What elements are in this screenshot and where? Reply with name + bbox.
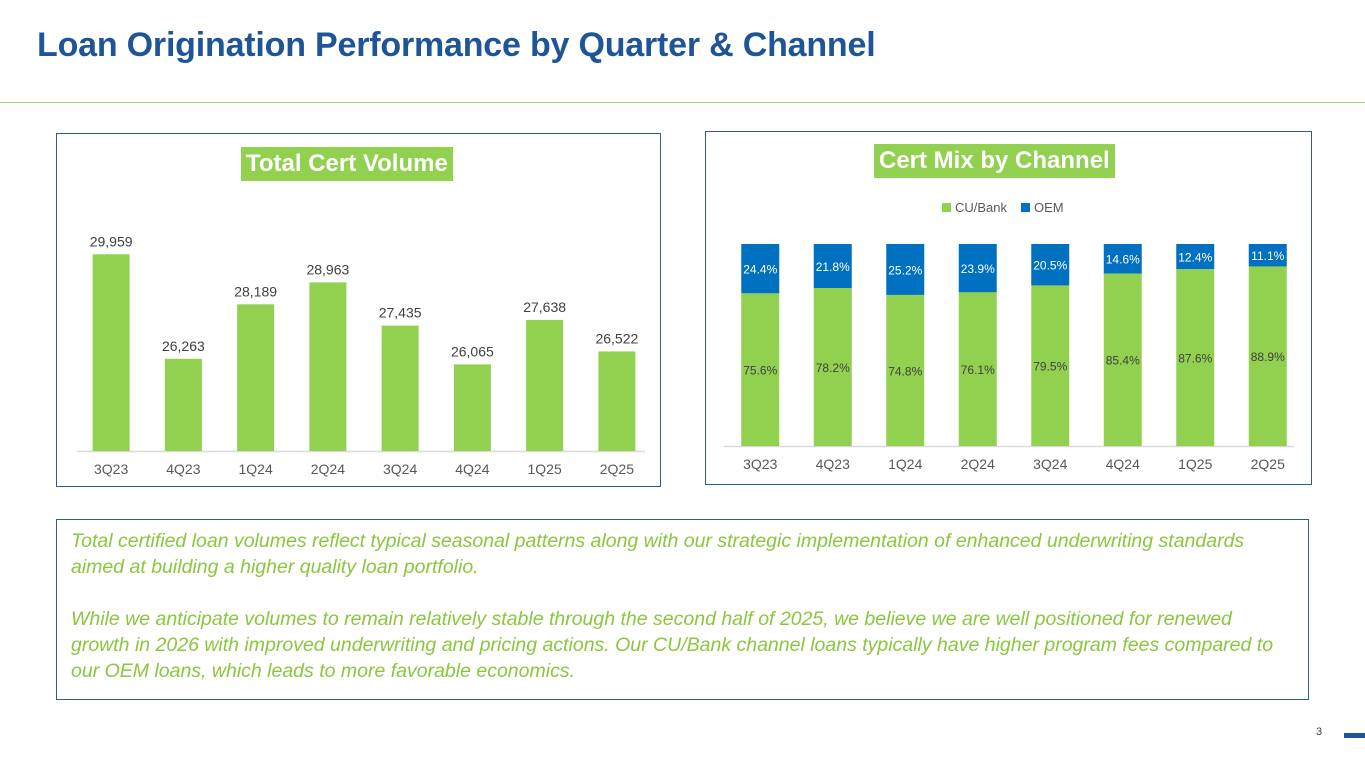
volume-data-label: 26,065 — [451, 343, 494, 359]
oem-segment — [886, 244, 925, 295]
x-tick-label: 2Q24 — [311, 461, 345, 477]
oem-data-label: 12.4% — [1178, 251, 1212, 265]
oem-segment — [1103, 244, 1142, 274]
x-tick-label: 4Q24 — [1106, 456, 1140, 472]
cubank-data-label: 79.5% — [1033, 360, 1067, 374]
oem-data-label: 25.2% — [888, 263, 922, 277]
total-cert-volume-chart: 29,959 3Q23 26,263 4Q23 28,189 1Q24 28,963 2Q24… — [77, 233, 645, 477]
volume-data-label: 28,189 — [234, 283, 277, 299]
cubank-data-label: 88.9% — [1251, 350, 1285, 364]
volume-bar — [381, 325, 419, 451]
cubank-segment — [886, 294, 925, 446]
chart-legend: CU/Bank OEM — [942, 200, 1064, 215]
legend-label: CU/Bank — [955, 200, 1008, 215]
oem-segment — [1031, 244, 1070, 286]
x-tick-label: 2Q24 — [961, 456, 995, 472]
volume-data-label: 26,263 — [162, 338, 205, 354]
cubank-data-label: 85.4% — [1106, 354, 1140, 368]
volume-data-label: 28,963 — [306, 261, 349, 277]
page-title: Loan Origination Performance by Quarter … — [37, 26, 876, 64]
cubank-segment — [741, 293, 780, 446]
cubank-data-label: 78.2% — [816, 361, 850, 375]
volume-data-label: 29,959 — [90, 233, 133, 249]
volume-bar — [164, 358, 202, 451]
commentary-paragraph-1: Total certified loan volumes reflect typ… — [71, 530, 1245, 578]
volume-bar — [92, 254, 130, 451]
volume-data-label: 27,435 — [379, 305, 422, 321]
x-tick-label: 3Q23 — [94, 461, 128, 477]
page-number: 3 — [1316, 726, 1323, 738]
volume-bar — [453, 364, 491, 451]
cubank-data-label: 76.1% — [961, 363, 995, 377]
oem-segment — [958, 244, 997, 293]
cubank-segment — [1031, 285, 1070, 446]
volume-bar — [526, 319, 564, 451]
oem-data-label: 21.8% — [816, 260, 850, 274]
total-cert-volume-panel: 29,959 3Q23 26,263 4Q23 28,189 1Q24 28,963 2Q24… — [56, 133, 661, 487]
legend-swatch — [1021, 203, 1030, 212]
oem-data-label: 23.9% — [961, 262, 995, 276]
oem-segment — [1248, 244, 1287, 267]
cert-mix-panel: CU/Bank OEM 75.6% 24.4% 3Q23 78.2% 21.8% 4Q23 74… — [705, 131, 1312, 485]
x-tick-label: 1Q24 — [888, 456, 922, 472]
total-cert-volume-title: Total Cert Volume — [241, 147, 453, 181]
corner-accent-bar — [1344, 733, 1365, 738]
x-tick-label: 1Q24 — [239, 461, 273, 477]
x-tick-label: 4Q23 — [816, 456, 850, 472]
oem-data-label: 14.6% — [1106, 253, 1140, 267]
volume-data-label: 27,638 — [523, 299, 566, 315]
cubank-segment — [813, 288, 852, 446]
cubank-segment — [958, 292, 997, 446]
x-tick-label: 1Q25 — [528, 461, 562, 477]
oem-data-label: 24.4% — [743, 263, 777, 277]
cubank-data-label: 87.6% — [1178, 352, 1212, 366]
volume-bar — [309, 282, 347, 451]
cubank-data-label: 75.6% — [743, 364, 777, 378]
oem-segment — [813, 244, 852, 289]
x-tick-label: 4Q24 — [455, 461, 489, 477]
x-tick-label: 1Q25 — [1178, 456, 1212, 472]
x-tick-label: 3Q24 — [1033, 456, 1067, 472]
cubank-segment — [1248, 266, 1287, 446]
x-tick-label: 3Q23 — [743, 456, 777, 472]
commentary-paragraph-2: While we anticipate volumes to remain re… — [71, 608, 1274, 682]
x-tick-label: 4Q23 — [166, 461, 200, 477]
oem-segment — [741, 244, 780, 294]
volume-bar — [237, 304, 275, 451]
volume-bar — [598, 351, 636, 451]
x-tick-label: 2Q25 — [600, 461, 634, 477]
cert-mix-title: Cert Mix by Channel — [874, 144, 1115, 178]
cert-mix-chart: CU/Bank OEM 75.6% 24.4% 3Q23 78.2% 21.8% 4Q23 74… — [724, 200, 1294, 472]
volume-data-label: 26,522 — [595, 330, 638, 346]
x-tick-label: 2Q25 — [1251, 456, 1285, 472]
legend-label: OEM — [1034, 200, 1064, 215]
commentary-box: Total certified loan volumes reflect typ… — [56, 519, 1309, 700]
title-divider — [0, 102, 1365, 103]
oem-data-label: 20.5% — [1033, 259, 1067, 273]
cubank-segment — [1176, 269, 1215, 446]
legend-swatch — [942, 203, 951, 212]
oem-segment — [1176, 244, 1215, 270]
oem-data-label: 11.1% — [1251, 249, 1284, 263]
cubank-data-label: 74.8% — [888, 364, 922, 378]
cubank-segment — [1103, 273, 1142, 446]
x-tick-label: 3Q24 — [383, 461, 417, 477]
